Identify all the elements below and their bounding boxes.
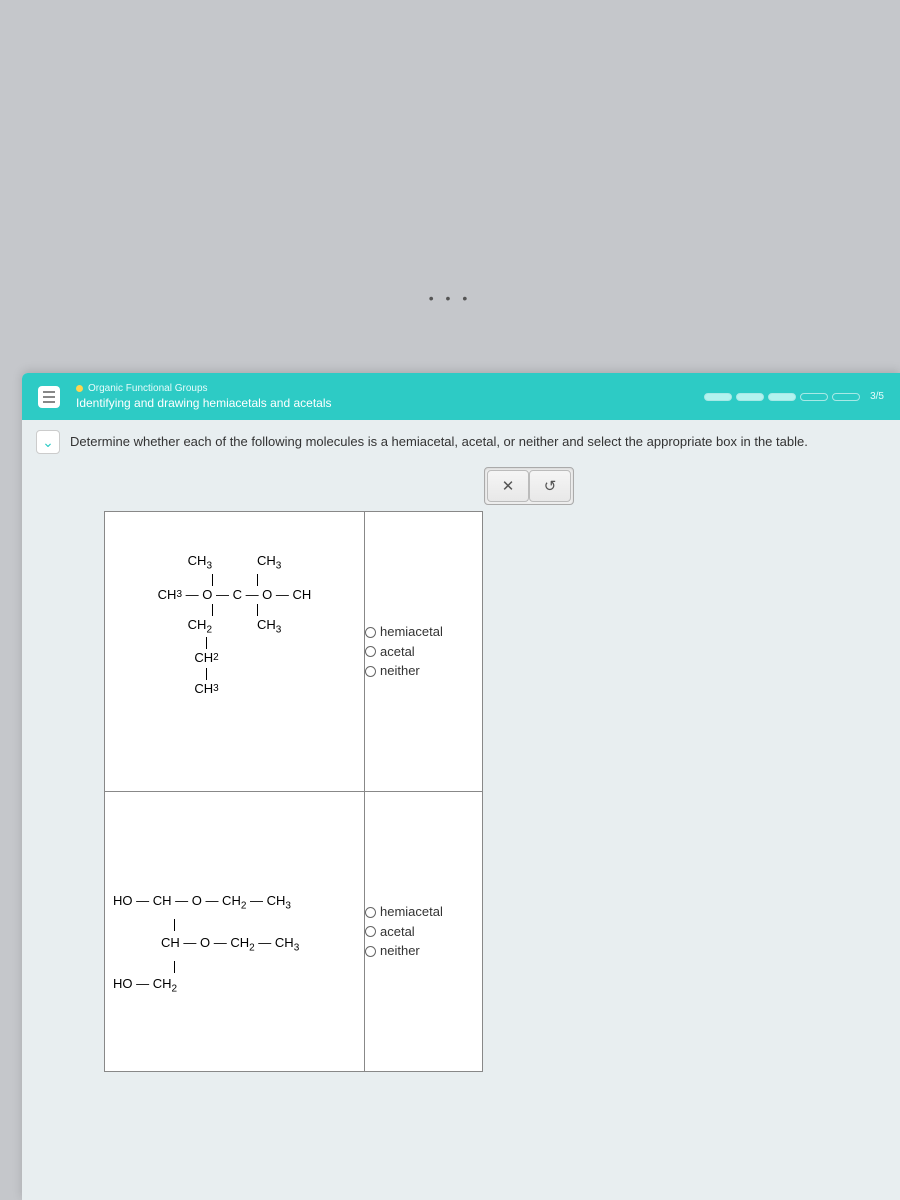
radio-label: hemiacetal — [380, 902, 443, 922]
radio-label: neither — [380, 941, 420, 961]
app-window: Organic Functional Groups Identifying an… — [22, 373, 900, 1200]
table-row: HO — CH — O — CH2 — CH3 CH — O — CH2 — C… — [105, 792, 483, 1072]
progress-segment — [736, 393, 764, 401]
header-bar: Organic Functional Groups Identifying an… — [22, 373, 900, 420]
radio-label: hemiacetal — [380, 622, 443, 642]
expand-button[interactable]: ⌄ — [36, 430, 60, 454]
radio-icon — [365, 907, 376, 918]
radio-label: neither — [380, 661, 420, 681]
undo-icon: ↺ — [544, 477, 557, 495]
reset-button[interactable]: ↺ — [529, 470, 571, 502]
progress-bar: 3/5 — [704, 391, 884, 402]
control-group: ✕ ↺ — [484, 467, 574, 505]
topic-dot-icon — [76, 385, 83, 392]
options-cell-1: hemiacetal acetal neither — [365, 512, 483, 792]
question-table: CH3 CH3 CH3 — O — C — O — CH CH2 CH3 CH2 — [104, 511, 483, 1072]
radio-hemiacetal-1[interactable]: hemiacetal — [365, 622, 482, 642]
progress-segment — [800, 393, 828, 401]
content-area: ⌄ Determine whether each of the followin… — [22, 430, 900, 1072]
clear-button[interactable]: ✕ — [487, 470, 529, 502]
radio-hemiacetal-2[interactable]: hemiacetal — [365, 902, 482, 922]
options-cell-2: hemiacetal acetal neither — [365, 792, 483, 1072]
header-titles: Organic Functional Groups Identifying an… — [76, 383, 704, 410]
radio-icon — [365, 627, 376, 638]
structure-1: CH3 CH3 CH3 — O — C — O — CH CH2 CH3 CH2 — [105, 552, 364, 698]
radio-neither-1[interactable]: neither — [365, 661, 482, 681]
radio-icon — [365, 646, 376, 657]
controls-row: ✕ ↺ — [484, 467, 900, 505]
header-subtitle: Identifying and drawing hemiacetals and … — [76, 396, 704, 410]
progress-segment — [768, 393, 796, 401]
progress-label: 3/5 — [870, 391, 884, 402]
radio-icon — [365, 946, 376, 957]
header-topic: Organic Functional Groups — [76, 383, 704, 394]
chevron-down-icon: ⌄ — [42, 434, 54, 451]
radio-label: acetal — [380, 922, 415, 942]
radio-neither-2[interactable]: neither — [365, 941, 482, 961]
radio-acetal-2[interactable]: acetal — [365, 922, 482, 942]
radio-icon — [365, 666, 376, 677]
x-icon: ✕ — [502, 477, 515, 495]
instruction-text: Determine whether each of the following … — [70, 434, 880, 449]
progress-segment — [704, 393, 732, 401]
radio-acetal-1[interactable]: acetal — [365, 642, 482, 662]
molecule-cell-2: HO — CH — O — CH2 — CH3 CH — O — CH2 — C… — [105, 792, 365, 1072]
table-row: CH3 CH3 CH3 — O — C — O — CH CH2 CH3 CH2 — [105, 512, 483, 792]
radio-label: acetal — [380, 642, 415, 662]
molecule-cell-1: CH3 CH3 CH3 — O — C — O — CH CH2 CH3 CH2 — [105, 512, 365, 792]
structure-2: HO — CH — O — CH2 — CH3 CH — O — CH2 — C… — [113, 892, 299, 999]
radio-icon — [365, 926, 376, 937]
topic-label: Organic Functional Groups — [88, 383, 208, 394]
menu-icon[interactable] — [38, 386, 60, 408]
camera-notch: • • • — [429, 290, 471, 306]
progress-segment — [832, 393, 860, 401]
